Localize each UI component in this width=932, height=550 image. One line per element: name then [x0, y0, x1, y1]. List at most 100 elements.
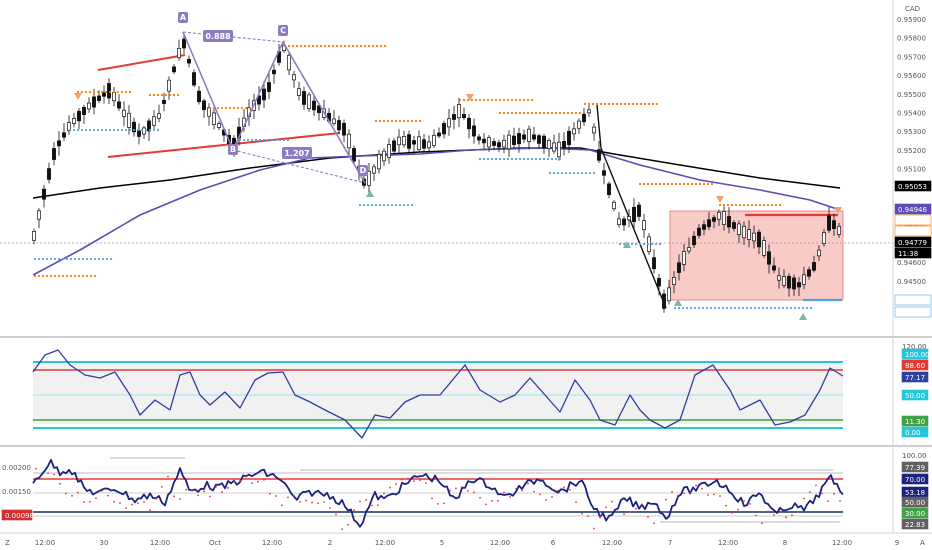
level-dot: [705, 306, 709, 310]
level-dot: [530, 98, 534, 102]
osc2-signal-dot: [563, 486, 565, 489]
candle-body: [392, 140, 396, 152]
price-tag-bg: [894, 294, 932, 306]
level-dot: [45, 274, 49, 278]
level-dot: [410, 119, 414, 123]
level-dot: [753, 306, 757, 310]
level-dot: [358, 203, 362, 207]
level-dot: [655, 102, 659, 106]
candle-body: [517, 133, 521, 145]
pattern-label-bg: [228, 144, 238, 155]
osc1-band: [33, 364, 843, 424]
osc2-signal-dot: [677, 494, 679, 497]
level-dot: [478, 157, 482, 161]
osc2-signal-dot: [419, 479, 421, 482]
candle-body: [487, 137, 491, 148]
candle-body: [77, 110, 81, 122]
level-dot: [642, 182, 646, 186]
osc2-signal-dot: [779, 510, 781, 513]
level-dot: [778, 203, 782, 207]
level-dot: [522, 111, 526, 115]
level-dot: [674, 182, 678, 186]
level-dot: [156, 128, 160, 132]
price-tag-label: 0.94482: [898, 309, 927, 317]
price-tag-bg: [901, 415, 929, 427]
candle-body: [402, 136, 406, 146]
candle-body: [127, 112, 131, 128]
osc2-signal-dot: [623, 513, 625, 516]
osc2-signal-dot: [767, 510, 769, 513]
level-dot: [474, 98, 478, 102]
level-dot: [69, 257, 73, 261]
level-dot: [100, 90, 104, 94]
level-dot: [651, 102, 655, 106]
harmonic-pattern[interactable]: A B C D 0.888 1.207: [74, 12, 842, 320]
level-dot: [578, 111, 582, 115]
time-tick: 5: [440, 539, 444, 547]
candle-body: [777, 275, 781, 281]
candle-body: [262, 88, 266, 101]
candle-body: [287, 55, 291, 71]
level-dot: [323, 44, 327, 48]
osc2-signal-dot: [599, 515, 601, 518]
candle-body: [182, 38, 186, 49]
level-dot: [702, 182, 706, 186]
level-dot: [805, 306, 809, 310]
level-dot: [538, 157, 542, 161]
osc2-signal-dot: [263, 478, 265, 481]
oscillator-1[interactable]: [32, 349, 844, 439]
osc2-signal-dot: [773, 514, 775, 516]
candle-body: [597, 149, 601, 161]
level-dot: [208, 106, 212, 110]
oscillator-2[interactable]: [32, 457, 844, 531]
target-zone[interactable]: [669, 210, 844, 301]
level-dot: [41, 274, 45, 278]
price-tag-label: 0.95053: [898, 183, 927, 191]
price-tag-label: 77.17: [905, 374, 925, 382]
level-dot: [713, 306, 717, 310]
level-dot: [498, 98, 502, 102]
level-dot: [49, 274, 53, 278]
level-dot: [49, 257, 53, 261]
candle-body: [577, 120, 581, 129]
time-axis[interactable]: 12:00 30 12:00 Oct 12:00 2 12:00 5 12:00 6 12:00 7 1…: [5, 539, 925, 547]
level-dot: [697, 306, 701, 310]
candle-body: [217, 123, 221, 128]
level-dot: [603, 102, 607, 106]
level-dot: [742, 203, 746, 207]
osc2-line: [32, 458, 844, 528]
price-tag-label: 50.00: [905, 499, 925, 507]
level-dot: [72, 128, 76, 132]
level-dot: [498, 111, 502, 115]
level-dot: [721, 306, 725, 310]
level-dot: [765, 306, 769, 310]
osc2-signal-dot: [461, 486, 463, 488]
osc2-signal-dot: [425, 481, 427, 484]
level-dot: [96, 128, 100, 132]
osc2-signal-dot: [269, 492, 271, 495]
candle-body: [592, 126, 596, 134]
ratio-label: 0.888: [205, 32, 231, 41]
price-tag-bg: [901, 518, 929, 530]
candle-body: [527, 128, 531, 142]
candle-body: [457, 104, 461, 119]
level-dot: [558, 157, 562, 161]
price-axis[interactable]: 0.95900 0.95800 0.95700 0.95600 0.95500 0.954…: [2, 5, 927, 496]
candle-body: [152, 116, 156, 126]
osc2-signal-dot: [491, 499, 493, 502]
level-dot: [647, 102, 651, 106]
osc2-signal-dot: [395, 483, 397, 485]
price-tag-label: 0.94482: [898, 297, 927, 305]
level-dot: [658, 182, 662, 186]
price-tag-label: 0.94946: [898, 206, 927, 214]
osc2-signal-dot: [35, 467, 37, 470]
level-dot: [311, 44, 315, 48]
level-dot: [363, 44, 367, 48]
osc2-signal-dot: [131, 503, 133, 506]
candle-body: [512, 135, 516, 145]
level-dot: [681, 306, 685, 310]
level-dot: [546, 157, 550, 161]
ema-mid-line: [32, 147, 841, 276]
level-dot: [92, 90, 96, 94]
